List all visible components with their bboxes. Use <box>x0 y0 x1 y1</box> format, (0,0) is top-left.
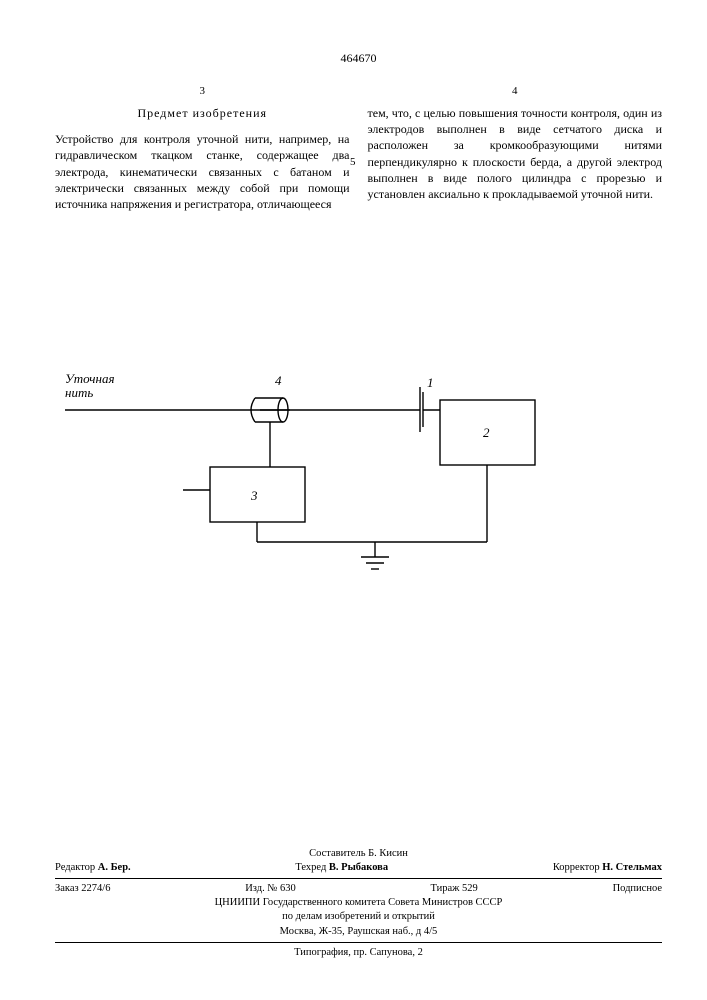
compiler: Составитель Б. Кисин <box>55 847 662 861</box>
typo: Типография, пр. Сапунова, 2 <box>55 946 662 960</box>
tirazh: Тираж 529 <box>431 882 478 896</box>
line-number-5: 5 <box>350 155 356 170</box>
techred: Техред В. Рыбакова <box>295 861 388 875</box>
subject-heading: Предмет изобретения <box>55 105 350 121</box>
label-2: 2 <box>483 424 490 442</box>
sub: Подписное <box>613 882 662 896</box>
body-columns: 3 Предмет изобретения Устройство для кон… <box>55 84 662 212</box>
corrector: Корректор Н. Стельмах <box>553 861 662 875</box>
col-no-right: 4 <box>368 84 663 99</box>
order: Заказ 2274/6 <box>55 882 110 896</box>
footer: Составитель Б. Кисин Редактор А. Бер. Те… <box>55 847 662 960</box>
left-column: 3 Предмет изобретения Устройство для кон… <box>55 84 350 212</box>
izd: Изд. № 630 <box>245 882 296 896</box>
label-3: 3 <box>251 487 258 505</box>
patent-number: 464670 <box>55 50 662 66</box>
schematic-figure: Уточнаянить <box>65 332 585 612</box>
thread-label: Уточнаянить <box>65 372 115 401</box>
org1: ЦНИИПИ Государственного комитета Совета … <box>55 896 662 910</box>
right-column: 4 тем, что, с целью повышения точности к… <box>368 84 663 212</box>
col-no-left: 3 <box>55 84 350 99</box>
editor: Редактор А. Бер. <box>55 861 131 875</box>
org2: по делам изобретений и открытий <box>55 910 662 924</box>
label-4: 4 <box>275 372 282 390</box>
left-text: Устройство для контроля уточной нити, на… <box>55 131 350 212</box>
right-text: тем, что, с целью повышения точности кон… <box>368 105 663 202</box>
label-1: 1 <box>427 374 434 392</box>
addr: Москва, Ж-35, Раушская наб., д 4/5 <box>55 925 662 939</box>
